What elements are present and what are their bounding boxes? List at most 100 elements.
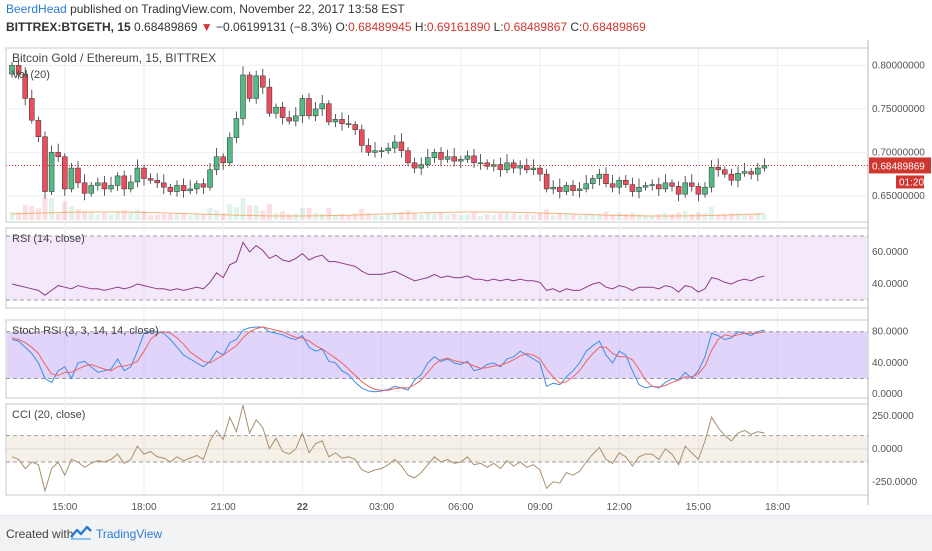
candle [114, 175, 121, 186]
pane-1-tick-label-0: 60.0000 [872, 247, 909, 258]
candle [286, 117, 292, 122]
candle [576, 188, 583, 191]
volume-bar [240, 198, 246, 220]
candle [227, 137, 233, 164]
cci-pane[interactable]: 250.0000 0.0000 -250.0000 CCI (20, close) [6, 405, 917, 493]
candle [213, 156, 220, 171]
volume-bar [596, 214, 602, 220]
volume-bar [194, 213, 200, 220]
candle [616, 179, 622, 188]
volume-bar [134, 209, 140, 220]
volume-bar [148, 215, 154, 220]
pane-1-series-line-0 [11, 241, 765, 296]
volume-bar [649, 215, 655, 220]
candle [279, 106, 286, 118]
candle [266, 86, 273, 114]
candle [161, 182, 167, 188]
candle [484, 162, 490, 167]
volume-bar [583, 213, 589, 220]
candle [332, 119, 339, 123]
volume-bar [748, 214, 754, 220]
candle [200, 183, 207, 188]
candle [675, 186, 682, 195]
candle [431, 152, 438, 158]
price-change: −0.06199131 (−8.3%) [216, 20, 333, 34]
chart-area[interactable]: 0.80000000 0.75000000 0.70000000 0.65000000… [0, 40, 932, 515]
low-value: 0.68489867 [503, 20, 568, 34]
candle [557, 186, 563, 192]
volume-bar [75, 209, 81, 220]
time-axis[interactable]: 15:00 18:00 21:00 22 03:00 06:00 09:00 12:00 15:… [52, 502, 790, 513]
volume-bar [293, 213, 299, 220]
volume-bar [438, 212, 444, 220]
candle [530, 167, 537, 171]
volume-bar [187, 215, 193, 220]
candle [22, 73, 28, 99]
candle [174, 185, 180, 192]
candle [477, 162, 484, 165]
stoch-rsi-pane[interactable]: 80.0000 40.0000 0.0000 Stoch RSI (3, 3, 14,… [6, 325, 909, 400]
candle [755, 167, 761, 175]
low-label: L: [493, 20, 504, 34]
countdown-label: 01:20 [899, 177, 924, 188]
volume-bar [82, 211, 88, 220]
last-price-box [869, 157, 931, 174]
candle [497, 164, 504, 171]
volume-bar [544, 209, 550, 220]
volume-bar [656, 214, 662, 220]
down-arrow-icon: ▼ [200, 20, 213, 34]
time-tick-label-7: 12:00 [607, 502, 632, 513]
volume-bar [418, 214, 424, 220]
volume-bar [16, 212, 22, 220]
volume-bar [121, 210, 127, 220]
time-tick-label-8: 15:00 [686, 502, 711, 513]
candle [741, 171, 748, 174]
volume-bar [537, 213, 543, 220]
volume-bar [227, 204, 233, 220]
volume-bar [62, 201, 68, 220]
candle [444, 156, 451, 160]
time-tick-label-6: 09:00 [527, 502, 552, 513]
candle [524, 165, 530, 171]
volume-bar [398, 212, 404, 220]
candle [689, 182, 695, 187]
rsi-pane[interactable]: 60.0000 40.0000 RSI (14, close) [6, 233, 909, 301]
volume-bar [643, 215, 649, 220]
volume-bar [332, 214, 338, 220]
candle [48, 152, 55, 192]
volume-bar [722, 214, 728, 220]
candle [451, 156, 457, 162]
tradingview-brand-link[interactable]: TradingView [96, 527, 163, 541]
volume-bar [68, 206, 74, 220]
candle [75, 167, 81, 184]
candle [603, 173, 609, 184]
volume-bar [49, 198, 55, 220]
candle [563, 185, 570, 192]
candle [15, 65, 22, 75]
author-link[interactable]: BeerdHead [6, 2, 67, 16]
candle [372, 150, 378, 153]
volume-bar [497, 213, 503, 220]
volume-bar [412, 213, 418, 220]
candle [735, 173, 741, 181]
volume-bar [702, 212, 708, 220]
candle [9, 65, 15, 75]
time-tick-label-2: 21:00 [211, 502, 236, 513]
price-tick-label-3: 0.65000000 [872, 191, 925, 202]
tradingview-logo-icon [70, 525, 92, 540]
volume-bar [550, 215, 556, 220]
candle [253, 75, 259, 99]
candle [425, 157, 431, 165]
price-pane[interactable]: 0.80000000 0.75000000 0.70000000 0.65000000… [6, 51, 931, 220]
candle [319, 103, 325, 110]
volume-bar [306, 208, 312, 220]
candle [748, 171, 754, 175]
candle [141, 167, 147, 179]
candle [702, 186, 708, 195]
candle [42, 136, 48, 192]
volume-bar [247, 205, 253, 220]
candle [240, 74, 246, 119]
pane-3-title: CCI (20, close) [12, 409, 85, 421]
volume-bar [491, 215, 497, 220]
open-value: 0.68489945 [348, 20, 412, 34]
